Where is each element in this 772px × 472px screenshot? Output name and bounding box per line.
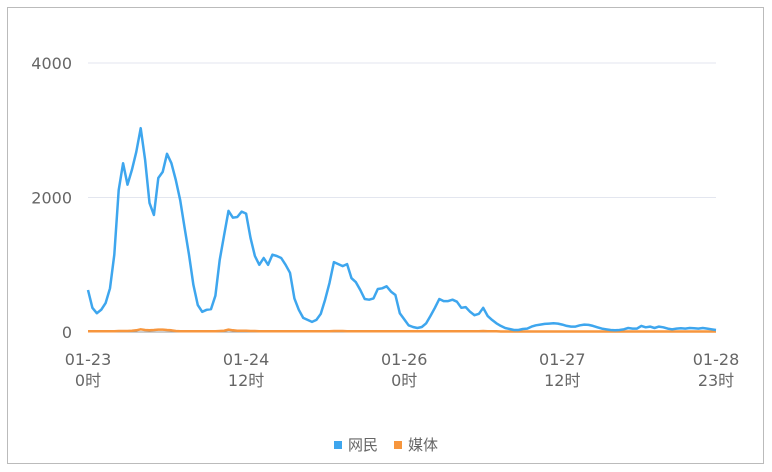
- series-line-netizens: [86, 126, 717, 332]
- x-tick-date: 01-28: [693, 350, 740, 369]
- x-tick-time: 0时: [75, 371, 101, 390]
- y-tick-label: 4000: [31, 54, 72, 73]
- legend-item[interactable]: 网民: [333, 434, 378, 455]
- x-tick-time: 0时: [391, 371, 417, 390]
- y-tick-label: 2000: [31, 189, 72, 208]
- legend-item[interactable]: 媒体: [394, 434, 438, 455]
- x-tick-date: 01-24: [223, 350, 270, 369]
- legend-label: 网民: [347, 436, 378, 454]
- x-tick-date: 01-26: [381, 350, 428, 369]
- series-line-media: [88, 328, 716, 333]
- legend: 网民 媒体: [0, 434, 772, 455]
- x-tick-date: 01-27: [539, 350, 586, 369]
- legend-label: 媒体: [408, 436, 439, 454]
- x-tick-time: 12时: [228, 371, 264, 390]
- y-tick-label: 0: [62, 323, 72, 342]
- legend-swatch: [394, 440, 402, 449]
- legend-swatch: [333, 440, 342, 449]
- x-tick-date: 01-23: [65, 350, 112, 369]
- x-tick-time: 12时: [544, 371, 580, 390]
- x-tick-time: 23时: [698, 371, 734, 390]
- chart-frame: [7, 7, 764, 464]
